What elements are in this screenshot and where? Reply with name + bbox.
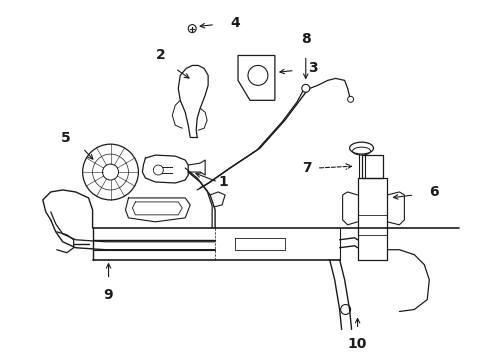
Text: 5: 5 bbox=[61, 131, 71, 145]
Text: 1: 1 bbox=[218, 175, 228, 189]
Text: 4: 4 bbox=[230, 15, 240, 30]
Text: 9: 9 bbox=[104, 288, 113, 302]
Text: 8: 8 bbox=[301, 32, 311, 46]
Text: 10: 10 bbox=[348, 337, 367, 351]
Text: 2: 2 bbox=[155, 49, 165, 63]
Text: 6: 6 bbox=[429, 185, 439, 199]
Text: 7: 7 bbox=[302, 161, 312, 175]
Text: 3: 3 bbox=[308, 62, 318, 76]
